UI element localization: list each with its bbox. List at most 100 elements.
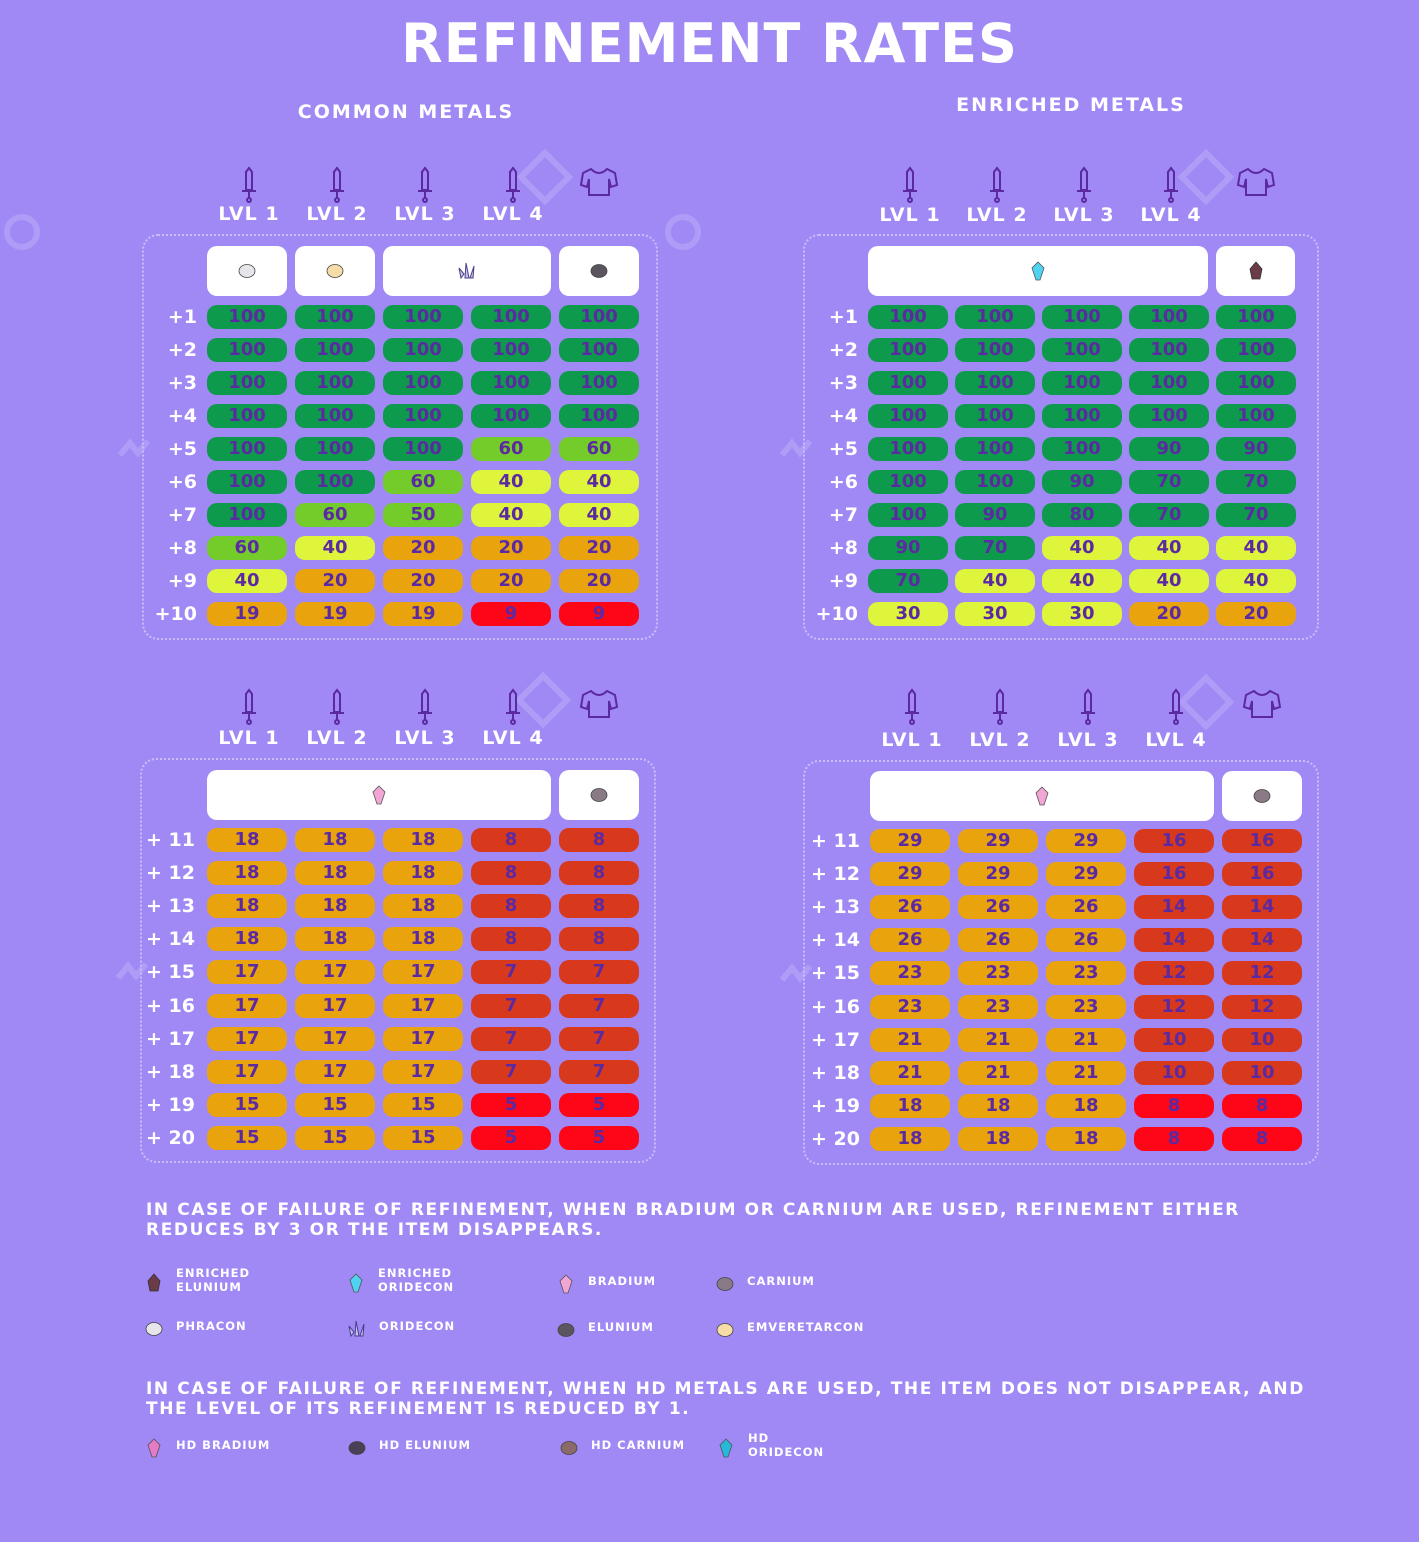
rate-cell: 8 [471, 894, 551, 919]
table-frame [803, 760, 1319, 1165]
column-header: LVL 2 [966, 204, 1028, 226]
legend-label: HD BRADIUM [176, 1438, 271, 1452]
rate-cell: 90 [1216, 437, 1296, 461]
table-frame [803, 234, 1319, 640]
row-label: +8 [828, 537, 858, 559]
rate-cell: 17 [295, 1026, 375, 1051]
rate-cell: 21 [870, 1027, 950, 1052]
rate-cell: 70 [955, 536, 1035, 560]
rate-cell: 15 [295, 1092, 375, 1117]
rate-cell: 90 [1042, 470, 1122, 494]
rate-cell: 8 [559, 927, 639, 952]
rate-cell: 18 [383, 861, 463, 886]
rate-cell: 8 [1222, 1126, 1302, 1151]
item-icon [1249, 261, 1262, 280]
rate-cell: 40 [207, 569, 287, 593]
legend-icon [349, 1273, 363, 1293]
rate-cell: 60 [207, 536, 287, 560]
sword-icon [990, 166, 1004, 203]
column-header: LVL 3 [394, 203, 456, 225]
legend-icon [348, 1441, 366, 1455]
rate-cell: 15 [383, 1125, 463, 1150]
row-label: + 20 [146, 1126, 195, 1149]
rate-cell: 10 [1134, 1060, 1214, 1085]
row-label: +1 [167, 306, 197, 328]
rate-cell: 8 [1134, 1093, 1214, 1118]
item-icon [1253, 789, 1271, 803]
sword-icon [506, 688, 520, 725]
rate-cell: 14 [1222, 895, 1302, 920]
rate-cell: 8 [559, 828, 639, 852]
rate-cell: 18 [383, 828, 463, 852]
rate-cell: 18 [383, 927, 463, 952]
rate-cell: 7 [559, 1026, 639, 1051]
column-header: LVL 1 [879, 204, 941, 226]
rate-cell: 20 [471, 569, 551, 593]
legend-label: BRADIUM [588, 1274, 657, 1288]
rate-cell: 17 [207, 1059, 287, 1084]
rate-cell: 7 [471, 993, 551, 1018]
section-heading: COMMON METALS [297, 101, 515, 123]
rate-cell: 70 [868, 569, 948, 593]
row-label: + 16 [146, 994, 195, 1017]
row-label: + 16 [811, 995, 860, 1018]
legend-icon [147, 1438, 161, 1458]
rate-cell: 17 [207, 993, 287, 1018]
row-label: +8 [167, 537, 197, 559]
column-header: LVL 2 [969, 729, 1031, 751]
rate-cell: 50 [383, 503, 463, 527]
row-label: +10 [154, 603, 197, 625]
rate-cell: 18 [207, 894, 287, 919]
rate-cell: 5 [559, 1125, 639, 1150]
rate-cell: 100 [1129, 305, 1209, 329]
rate-cell: 15 [295, 1125, 375, 1150]
rate-cell: 40 [559, 503, 639, 527]
row-label: + 20 [811, 1127, 860, 1150]
rate-cell: 100 [207, 371, 287, 395]
rate-cell: 100 [383, 437, 463, 461]
column-header: LVL 3 [1057, 729, 1119, 751]
rate-cell: 17 [295, 1059, 375, 1084]
column-header: LVL 4 [1140, 204, 1202, 226]
rate-cell: 100 [1042, 338, 1122, 362]
rate-cell: 18 [958, 1126, 1038, 1151]
rate-cell: 17 [207, 960, 287, 985]
rate-cell: 21 [1046, 1060, 1126, 1085]
rate-cell: 18 [958, 1093, 1038, 1118]
rate-cell: 80 [1042, 503, 1122, 527]
item-icon [590, 788, 608, 802]
rate-cell: 100 [207, 338, 287, 362]
row-label: +10 [815, 603, 858, 625]
rate-cell: 100 [1129, 338, 1209, 362]
rate-cell: 7 [471, 1026, 551, 1051]
legend-label: ORIDECON [379, 1319, 456, 1333]
rate-cell: 15 [383, 1092, 463, 1117]
rate-cell: 60 [471, 437, 551, 461]
rate-cell: 7 [471, 1059, 551, 1084]
rate-cell: 16 [1134, 862, 1214, 887]
rate-cell: 7 [559, 993, 639, 1018]
rate-cell: 40 [1216, 569, 1296, 593]
rate-cell: 9 [559, 602, 639, 626]
rate-cell: 100 [868, 371, 948, 395]
legend-label: HD CARNIUM [591, 1438, 686, 1452]
rate-cell: 40 [955, 569, 1035, 593]
rate-cell: 100 [955, 371, 1035, 395]
rate-cell: 100 [1216, 404, 1296, 428]
rate-cell: 23 [870, 961, 950, 986]
rate-cell: 30 [955, 602, 1035, 626]
rate-cell: 100 [868, 437, 948, 461]
rate-cell: 8 [471, 861, 551, 886]
rate-cell: 100 [207, 470, 287, 494]
rate-cell: 14 [1134, 928, 1214, 953]
rate-cell: 21 [1046, 1027, 1126, 1052]
rate-cell: 10 [1222, 1027, 1302, 1052]
row-label: +3 [828, 372, 858, 394]
legend-label: PHRACON [176, 1319, 247, 1333]
rate-cell: 100 [471, 338, 551, 362]
row-label: +6 [167, 471, 197, 493]
rate-cell: 10 [1222, 1060, 1302, 1085]
row-label: + 17 [146, 1027, 195, 1050]
rate-cell: 100 [207, 437, 287, 461]
sword-icon [903, 166, 917, 203]
